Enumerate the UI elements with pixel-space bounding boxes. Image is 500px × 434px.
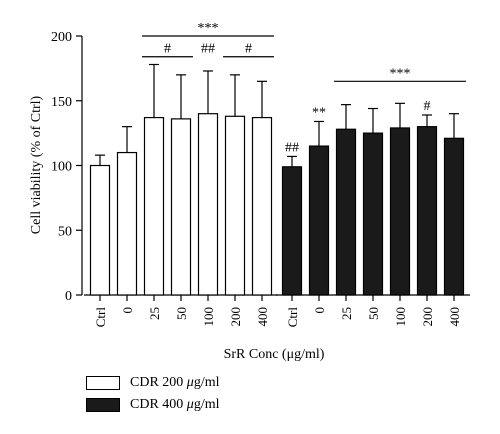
significance-label: *** — [198, 21, 219, 36]
bar — [116, 151, 138, 296]
legend-swatch-white — [86, 376, 120, 390]
legend-label-mu: μ — [186, 397, 194, 412]
bar — [389, 127, 411, 296]
bar — [89, 164, 111, 296]
legend-label-prefix: CDR 200 — [130, 375, 187, 390]
x-tick-label: 100 — [201, 307, 216, 327]
x-tick-label: 200 — [420, 307, 435, 327]
legend: CDR 200 μg/ml CDR 400 μg/ml — [86, 372, 220, 416]
bar — [170, 118, 192, 296]
bars — [89, 63, 465, 296]
legend-label-prefix: CDR 400 — [130, 397, 187, 412]
legend-label-mu: μ — [186, 375, 194, 390]
bar — [416, 126, 438, 296]
x-tick-label: 0 — [312, 307, 327, 314]
x-tick-label: 0 — [120, 307, 135, 314]
bar — [308, 145, 330, 296]
bar — [281, 166, 303, 296]
y-tick-label: 0 — [65, 289, 72, 304]
bar — [251, 116, 273, 296]
x-tick-label: 100 — [393, 307, 408, 327]
x-tick-label: 200 — [228, 307, 243, 327]
significance-label: # — [164, 42, 171, 57]
significance-label: *** — [390, 66, 411, 81]
y-tick-label: 50 — [58, 224, 72, 239]
x-tick-label: 50 — [174, 307, 189, 320]
x-tick-label: 25 — [339, 307, 354, 320]
bar — [443, 137, 465, 296]
bar — [224, 115, 246, 296]
y-tick-label: 200 — [51, 30, 72, 45]
significance-mark: ## — [285, 140, 299, 155]
legend-swatch-black — [86, 398, 120, 412]
x-tick-label: 25 — [147, 307, 162, 320]
x-tick-label: 400 — [255, 307, 270, 327]
bar — [362, 132, 384, 296]
y-tick-label: 100 — [51, 160, 72, 175]
significance-mark: # — [424, 99, 431, 114]
significance-mark: ** — [312, 105, 326, 120]
legend-label: CDR 200 μg/ml — [130, 375, 220, 391]
bar — [335, 128, 357, 296]
annotations: ##** #***# ###*** — [142, 21, 466, 155]
bar — [197, 113, 219, 296]
y-tick-label: 150 — [51, 95, 72, 110]
significance-label: ## — [201, 42, 215, 57]
x-axis-label: SrR Conc (μg/ml) — [224, 347, 325, 362]
legend-label: CDR 400 μg/ml — [130, 397, 220, 413]
bar — [143, 116, 165, 296]
significance-label: # — [245, 42, 252, 57]
x-tick-label: 400 — [447, 307, 462, 327]
x-tick-label: Ctrl — [93, 307, 108, 328]
y-axis-label: Cell viability (% of Ctrl) — [29, 95, 44, 234]
x-tick-label: Ctrl — [285, 307, 300, 328]
legend-item-cdr200: CDR 200 μg/ml — [86, 372, 220, 394]
legend-label-suffix: g/ml — [193, 375, 220, 390]
legend-label-suffix: g/ml — [193, 397, 220, 412]
legend-item-cdr400: CDR 400 μg/ml — [86, 394, 220, 416]
x-tick-label: 50 — [366, 307, 381, 320]
